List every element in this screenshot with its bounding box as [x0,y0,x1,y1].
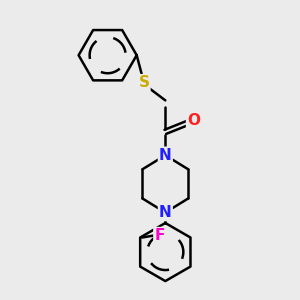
Text: N: N [159,205,172,220]
Text: O: O [187,113,200,128]
Text: N: N [159,148,172,163]
Text: S: S [138,75,149,90]
Text: F: F [154,228,165,243]
